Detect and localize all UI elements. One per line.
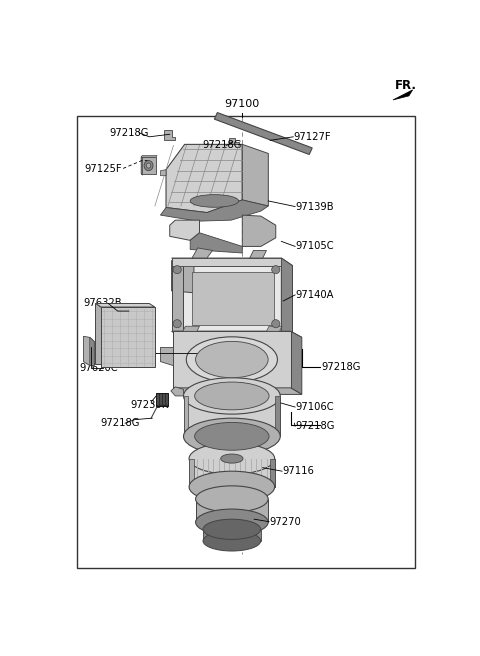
Text: 97270: 97270 xyxy=(269,517,301,527)
Ellipse shape xyxy=(195,341,268,378)
Text: 97218G: 97218G xyxy=(296,421,335,431)
Ellipse shape xyxy=(189,443,275,474)
Polygon shape xyxy=(242,144,268,206)
Ellipse shape xyxy=(186,337,277,382)
Text: 97100: 97100 xyxy=(225,99,260,109)
Ellipse shape xyxy=(195,422,269,450)
Ellipse shape xyxy=(144,161,153,171)
Ellipse shape xyxy=(272,266,280,274)
Polygon shape xyxy=(160,394,162,405)
Polygon shape xyxy=(250,251,266,258)
Polygon shape xyxy=(172,260,202,293)
Polygon shape xyxy=(160,170,166,176)
Polygon shape xyxy=(160,348,173,365)
Polygon shape xyxy=(276,396,280,436)
Text: 97632B: 97632B xyxy=(84,298,122,308)
Polygon shape xyxy=(156,393,168,406)
Polygon shape xyxy=(189,459,194,487)
Polygon shape xyxy=(101,307,155,367)
Ellipse shape xyxy=(272,319,280,328)
Polygon shape xyxy=(183,396,280,436)
Polygon shape xyxy=(189,459,275,487)
Ellipse shape xyxy=(203,519,261,539)
Text: 97116: 97116 xyxy=(282,466,314,476)
Polygon shape xyxy=(172,258,281,266)
Polygon shape xyxy=(171,387,183,396)
Text: 97106C: 97106C xyxy=(296,402,334,412)
Polygon shape xyxy=(173,331,302,337)
Polygon shape xyxy=(172,258,183,331)
Polygon shape xyxy=(183,326,200,331)
Ellipse shape xyxy=(203,531,261,551)
Polygon shape xyxy=(172,258,292,266)
Polygon shape xyxy=(141,157,143,175)
Polygon shape xyxy=(215,113,312,155)
Polygon shape xyxy=(96,304,101,364)
Polygon shape xyxy=(173,331,290,388)
Ellipse shape xyxy=(195,382,269,410)
Polygon shape xyxy=(281,258,292,339)
Polygon shape xyxy=(270,459,275,487)
Polygon shape xyxy=(170,220,200,240)
Polygon shape xyxy=(166,144,242,213)
Ellipse shape xyxy=(173,266,181,274)
Text: 97125F: 97125F xyxy=(84,164,122,174)
Polygon shape xyxy=(157,394,159,405)
Polygon shape xyxy=(196,499,268,522)
Polygon shape xyxy=(173,331,185,388)
Text: 97127F: 97127F xyxy=(294,132,331,142)
Text: 97218G: 97218G xyxy=(100,419,140,428)
Ellipse shape xyxy=(195,486,268,512)
Ellipse shape xyxy=(183,378,280,414)
Polygon shape xyxy=(190,233,242,253)
Polygon shape xyxy=(393,90,413,100)
Polygon shape xyxy=(90,337,94,365)
Polygon shape xyxy=(183,396,188,436)
Polygon shape xyxy=(172,331,292,339)
Ellipse shape xyxy=(190,195,239,207)
Text: 97620C: 97620C xyxy=(79,363,118,373)
Ellipse shape xyxy=(189,471,275,502)
Polygon shape xyxy=(183,266,281,331)
Text: 97235K: 97235K xyxy=(131,400,169,409)
Polygon shape xyxy=(141,155,157,157)
Polygon shape xyxy=(192,248,213,258)
Text: 97105C: 97105C xyxy=(296,241,334,251)
Text: 97109D: 97109D xyxy=(111,348,151,358)
Text: FR.: FR. xyxy=(395,79,417,92)
Polygon shape xyxy=(84,337,94,365)
Polygon shape xyxy=(163,394,165,405)
Polygon shape xyxy=(173,388,302,394)
Ellipse shape xyxy=(146,163,151,168)
Ellipse shape xyxy=(173,319,181,328)
Polygon shape xyxy=(266,326,282,331)
Polygon shape xyxy=(160,200,268,221)
Text: 97139B: 97139B xyxy=(296,201,334,211)
Polygon shape xyxy=(242,215,276,247)
Text: 97140A: 97140A xyxy=(296,290,334,300)
Text: 97218G: 97218G xyxy=(202,140,241,150)
Text: 97218G: 97218G xyxy=(109,128,149,138)
Polygon shape xyxy=(167,394,168,405)
Polygon shape xyxy=(141,157,156,174)
Polygon shape xyxy=(96,304,155,307)
Polygon shape xyxy=(203,529,261,541)
Polygon shape xyxy=(228,138,239,146)
Text: 97218G: 97218G xyxy=(322,361,361,372)
Polygon shape xyxy=(290,331,302,394)
Ellipse shape xyxy=(221,454,243,463)
Polygon shape xyxy=(164,131,175,140)
Ellipse shape xyxy=(195,509,268,535)
Ellipse shape xyxy=(183,418,280,455)
Polygon shape xyxy=(192,272,274,325)
